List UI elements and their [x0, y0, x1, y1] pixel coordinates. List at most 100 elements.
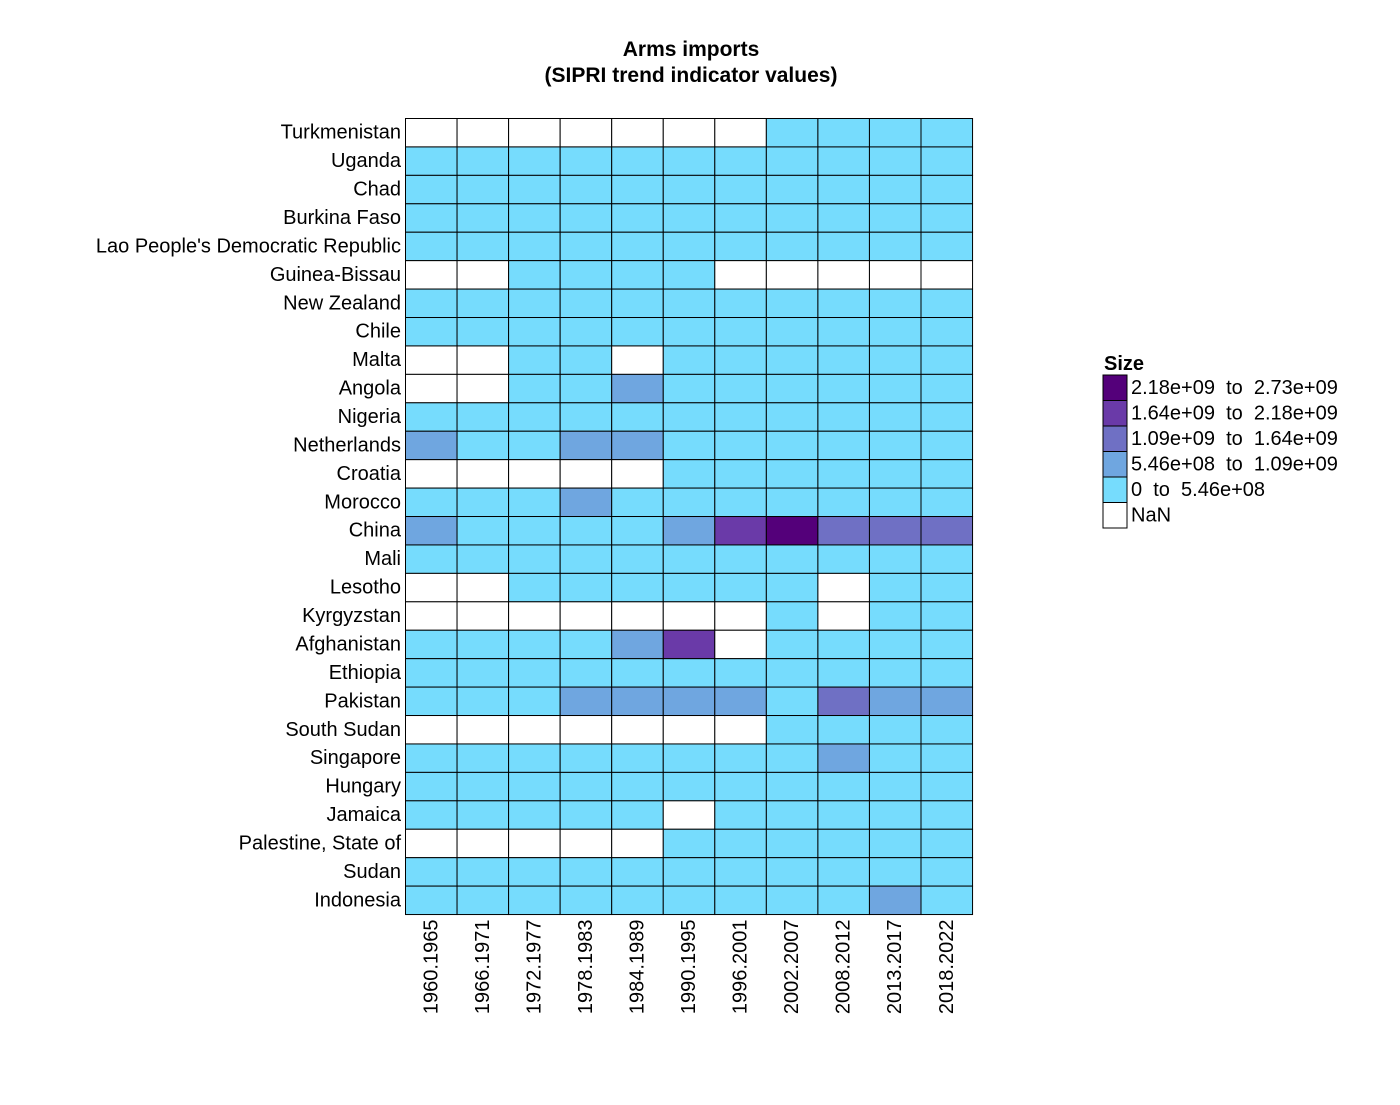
heatmap-cell: [611, 231, 664, 262]
column-label: 2008.2012: [833, 920, 855, 1015]
heatmap-cell: [765, 828, 819, 859]
heatmap-cell: [817, 402, 870, 432]
legend-swatch: [1102, 425, 1128, 452]
heatmap-cell: [508, 857, 561, 887]
heatmap-cell: [714, 629, 767, 660]
heatmap-cell: [559, 601, 613, 631]
heatmap-cell: [611, 743, 664, 773]
heatmap-cell: [868, 373, 922, 404]
heatmap-cell: [765, 771, 819, 802]
heatmap-cell: [714, 430, 767, 461]
heatmap-cell: [456, 430, 510, 461]
heatmap-cell: [662, 601, 716, 631]
heatmap-cell: [817, 828, 870, 859]
heatmap-cell: [920, 828, 974, 859]
legend-items: 2.18e+09 to 2.73e+09 1.64e+09 to 2.18e+09…: [1102, 374, 1338, 529]
heatmap-cell: [508, 459, 561, 489]
chart-subtitle: (SIPRI trend indicator values): [545, 64, 838, 87]
heatmap-cell: [456, 118, 510, 148]
heatmap-cell: [611, 715, 664, 745]
heatmap-cell: [405, 544, 458, 574]
heatmap-cell: [508, 118, 561, 148]
heatmap-cell: [714, 885, 767, 916]
column-label: 1966.1971: [472, 920, 494, 1015]
heatmap-cell: [920, 544, 974, 574]
heatmap-cell: [508, 260, 561, 290]
heatmap-cell: [456, 288, 510, 319]
heatmap-cell: [662, 402, 716, 432]
heatmap-cell: [662, 885, 716, 916]
heatmap-cell: [508, 402, 561, 432]
heatmap-cell: [714, 771, 767, 802]
heatmap-cell: [662, 146, 716, 176]
heatmap-cell: [817, 317, 870, 347]
heatmap-cell: [662, 800, 716, 830]
heatmap-cell: [559, 544, 613, 574]
heatmap-cell: [559, 174, 613, 205]
heatmap-cell: [405, 715, 458, 745]
heatmap-cell: [817, 146, 870, 176]
row-label: Netherlands: [293, 434, 401, 456]
heatmap-cell: [817, 686, 870, 717]
legend-swatch: [1102, 476, 1128, 503]
row-label: Uganda: [331, 150, 402, 172]
heatmap-cell: [559, 146, 613, 176]
row-label: Angola: [339, 378, 402, 400]
heatmap-cell: [868, 231, 922, 262]
heatmap-cell: [405, 771, 458, 802]
heatmap-cell: [611, 629, 664, 660]
heatmap-cell: [611, 345, 664, 375]
heatmap-cell: [611, 516, 664, 546]
heatmap-cell: [508, 658, 561, 688]
heatmap-cell: [405, 260, 458, 290]
legend-swatch: [1102, 400, 1128, 427]
heatmap-cell: [920, 885, 974, 916]
row-label: Ethiopia: [329, 662, 402, 684]
heatmap-cell: [714, 715, 767, 745]
heatmap-cell: [559, 459, 613, 489]
heatmap-cell: [508, 317, 561, 347]
heatmap-cell: [405, 828, 458, 859]
heatmap-cell: [920, 459, 974, 489]
heatmap-cell: [920, 174, 974, 205]
heatmap-cell: [765, 231, 819, 262]
heatmap-cell: [559, 345, 613, 375]
heatmap-cell: [714, 317, 767, 347]
heatmap-cell: [559, 203, 613, 233]
legend-swatch: [1102, 374, 1128, 401]
heatmap-cell: [817, 487, 870, 518]
heatmap-cell: [611, 857, 664, 887]
heatmap-cell: [714, 373, 767, 404]
heatmap-cell: [868, 402, 922, 432]
heatmap-cell: [456, 828, 510, 859]
heatmap-cell: [920, 487, 974, 518]
heatmap-cell: [611, 260, 664, 290]
heatmap-cell: [405, 686, 458, 717]
heatmap-cell: [817, 544, 870, 574]
heatmap-cell: [508, 345, 561, 375]
heatmap-cell: [817, 231, 870, 262]
heatmap-cell: [765, 317, 819, 347]
heatmap-cell: [868, 771, 922, 802]
heatmap-cell: [714, 459, 767, 489]
heatmap-cell: [765, 686, 819, 717]
heatmap-cell: [508, 373, 561, 404]
heatmap-cell: [868, 317, 922, 347]
heatmap-cell: [765, 629, 819, 660]
row-label: Chad: [353, 179, 401, 201]
heatmap-cell: [765, 430, 819, 461]
heatmap-cell: [868, 572, 922, 603]
heatmap-cell: [817, 800, 870, 830]
row-label: New Zealand: [283, 292, 401, 314]
heatmap-cell: [456, 402, 510, 432]
heatmap-cell: [662, 743, 716, 773]
heatmap-cell: [611, 118, 664, 148]
heatmap-cell: [920, 118, 974, 148]
heatmap-cell: [508, 885, 561, 916]
heatmap-cell: [559, 771, 613, 802]
heatmap-cell: [405, 629, 458, 660]
heatmap-cell: [714, 345, 767, 375]
heatmap-cell: [405, 885, 458, 916]
row-label: Nigeria: [338, 406, 402, 428]
